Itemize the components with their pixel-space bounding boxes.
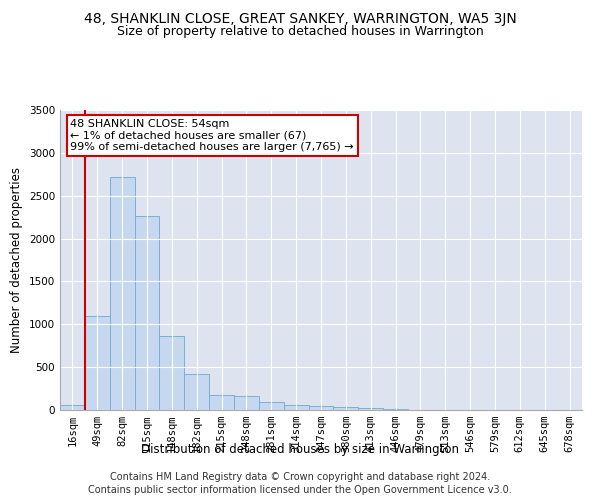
Bar xyxy=(358,408,383,410)
Bar xyxy=(110,177,134,410)
Y-axis label: Number of detached properties: Number of detached properties xyxy=(10,167,23,353)
Text: 48 SHANKLIN CLOSE: 54sqm
← 1% of detached houses are smaller (67)
99% of semi-de: 48 SHANKLIN CLOSE: 54sqm ← 1% of detache… xyxy=(70,119,354,152)
Bar xyxy=(383,408,408,410)
Text: 48, SHANKLIN CLOSE, GREAT SANKEY, WARRINGTON, WA5 3JN: 48, SHANKLIN CLOSE, GREAT SANKEY, WARRIN… xyxy=(83,12,517,26)
Bar xyxy=(134,216,160,410)
Bar xyxy=(308,406,334,410)
Bar xyxy=(234,396,259,410)
Bar xyxy=(184,374,209,410)
Text: Contains public sector information licensed under the Open Government Licence v3: Contains public sector information licen… xyxy=(88,485,512,495)
Text: Size of property relative to detached houses in Warrington: Size of property relative to detached ho… xyxy=(116,25,484,38)
Bar xyxy=(209,395,234,410)
Text: Distribution of detached houses by size in Warrington: Distribution of detached houses by size … xyxy=(141,442,459,456)
Bar xyxy=(284,406,308,410)
Bar xyxy=(334,408,358,410)
Text: Contains HM Land Registry data © Crown copyright and database right 2024.: Contains HM Land Registry data © Crown c… xyxy=(110,472,490,482)
Bar xyxy=(85,316,110,410)
Bar xyxy=(259,402,284,410)
Bar xyxy=(160,336,184,410)
Bar xyxy=(60,406,85,410)
